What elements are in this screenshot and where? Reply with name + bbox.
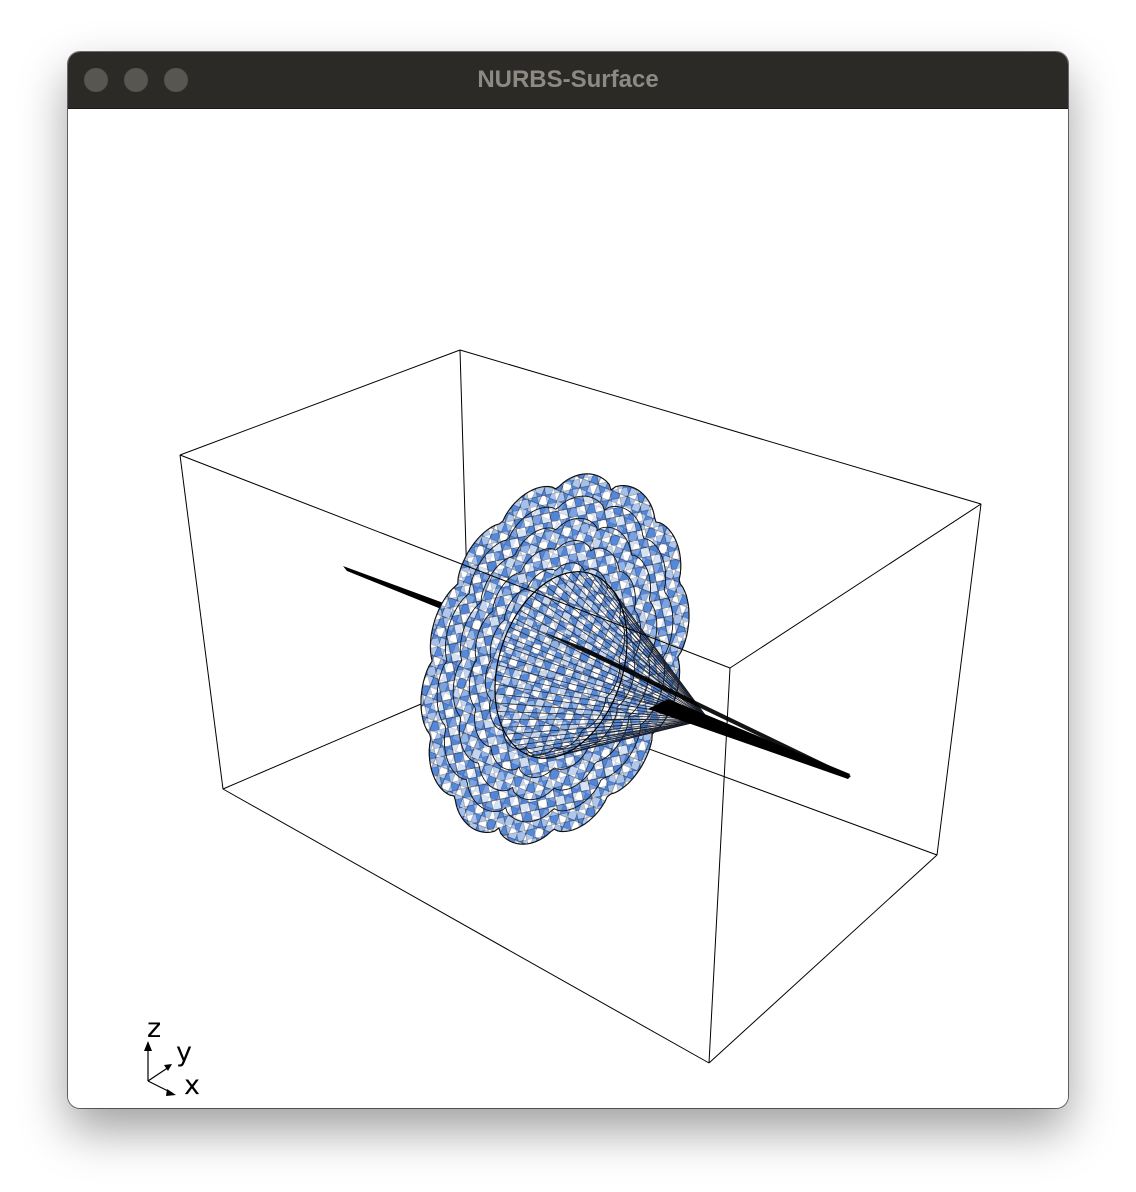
x-arrow-icon	[166, 1089, 176, 1096]
y-arrow-icon	[164, 1064, 172, 1071]
title-bar[interactable]: NURBS-Surface	[68, 52, 1068, 109]
axis-triad: z y x	[144, 1013, 200, 1101]
nurbs-scene[interactable]: z y x	[68, 109, 1068, 1108]
y-axis-label: y	[176, 1037, 192, 1068]
zoom-button[interactable]	[164, 68, 188, 92]
x-axis-label: x	[184, 1070, 200, 1101]
bounding-box-front	[179, 454, 982, 1064]
z-axis-label: z	[147, 1013, 161, 1044]
spike-right	[538, 630, 851, 779]
z-arrow-icon	[144, 1041, 152, 1051]
window-title: NURBS-Surface	[477, 66, 659, 93]
plot-canvas[interactable]: z y x	[68, 109, 1068, 1108]
spike-right-tip	[648, 699, 850, 779]
nurbs-surface	[420, 473, 709, 845]
app-window: NURBS-Surface	[68, 52, 1068, 1108]
minimize-button[interactable]	[124, 68, 148, 92]
close-button[interactable]	[84, 68, 108, 92]
spike-left	[343, 566, 471, 621]
